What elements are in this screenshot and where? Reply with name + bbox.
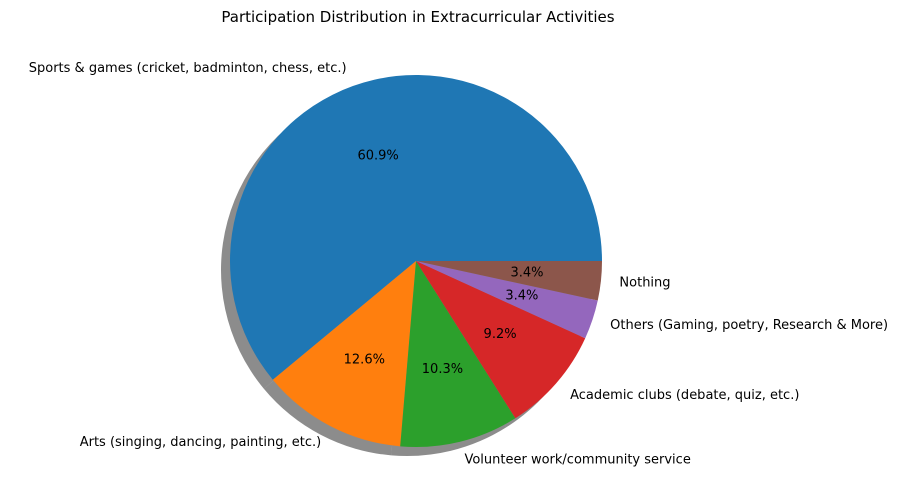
pie-slices: [230, 74, 602, 447]
slice-label-others-gaming-poetry-research-: Others (Gaming, poetry, Research & More): [610, 318, 888, 333]
pct-label-arts-singing-dancing-painting-: 12.6%: [344, 352, 385, 367]
slice-academic-clubs-debate-quiz-etc: [416, 261, 586, 419]
pie-labels: 60.9% Sports & games (cricket, badminton,…: [29, 61, 888, 467]
pct-label-nothing: 3.4%: [510, 265, 543, 280]
slice-label-nothing: Nothing: [619, 275, 670, 290]
slice-label-sports-games-cricket-badminton: Sports & games (cricket, badminton, ches…: [29, 61, 347, 76]
pct-label-volunteer-work-community-servi: 10.3%: [422, 362, 463, 377]
slice-sports-games-cricket-badminton: [230, 74, 602, 380]
slice-nothing: [416, 261, 602, 301]
slice-label-arts-singing-dancing-painting-: Arts (singing, dancing, painting, etc.): [80, 435, 322, 450]
pct-label-academic-clubs-debate-quiz-etc: 9.2%: [484, 327, 517, 342]
pct-label-sports-games-cricket-badminton: 60.9%: [357, 149, 398, 164]
slice-arts-singing-dancing-painting-: [272, 261, 416, 447]
slice-label-volunteer-work-community-servi: Volunteer work/community service: [464, 452, 690, 467]
slice-label-academic-clubs-debate-quiz-etc: Academic clubs (debate, quiz, etc.): [570, 388, 799, 403]
pct-label-others-gaming-poetry-research-: 3.4%: [505, 289, 538, 304]
chart-title: Participation Distribution in Extracurri…: [221, 8, 614, 26]
slice-volunteer-work-community-servi: [400, 261, 516, 447]
slice-others-gaming-poetry-research-: [416, 261, 598, 339]
